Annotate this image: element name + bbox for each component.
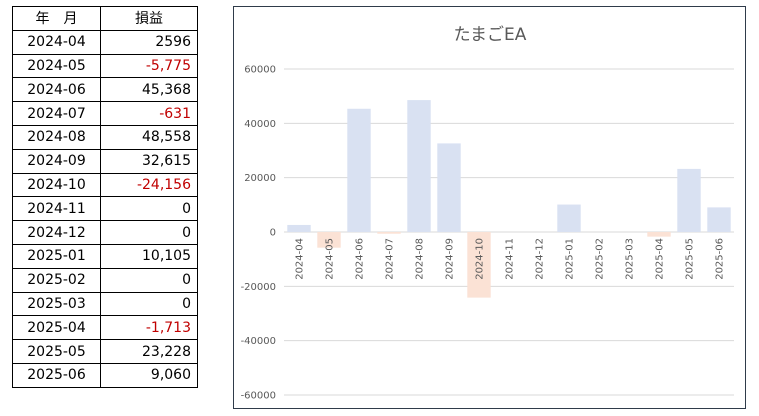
- bar-layer: [287, 100, 731, 298]
- month-cell[interactable]: 2025-06: [12, 362, 101, 388]
- table-row: 2024-09 32,615: [12, 148, 198, 174]
- month-cell[interactable]: 2024-07: [12, 101, 101, 126]
- bar[interactable]: [467, 232, 491, 298]
- header-month[interactable]: 年 月: [12, 6, 101, 31]
- pl-cell[interactable]: -5,775: [100, 53, 198, 79]
- table-row: 2025-02 0: [12, 267, 198, 293]
- y-tick-label: 60000: [244, 65, 276, 76]
- pl-cell[interactable]: 48,558: [100, 124, 198, 150]
- table-body: 2024-04 2596 2024-05 -5,775 2024-06 45,368 202…: [12, 29, 198, 388]
- table-row: 2025-04 -1,713: [12, 315, 198, 341]
- pl-cell[interactable]: -631: [100, 101, 198, 126]
- table-row: 2025-06 9,060: [12, 362, 198, 388]
- month-cell[interactable]: 2025-04: [12, 315, 101, 341]
- table-row: 2024-05 -5,775: [12, 53, 198, 79]
- pl-cell[interactable]: 10,105: [100, 243, 198, 269]
- y-tick-label: 20000: [244, 173, 276, 184]
- x-tick-label: 2025-04: [655, 238, 666, 280]
- pl-cell[interactable]: 0: [100, 267, 198, 293]
- month-cell[interactable]: 2024-04: [12, 29, 101, 55]
- table-row: 2025-03 0: [12, 291, 198, 317]
- table-header-row: 年 月 損益: [12, 6, 198, 31]
- pl-cell[interactable]: -1,713: [100, 315, 198, 341]
- bar[interactable]: [707, 207, 731, 232]
- x-tick-label: 2024-10: [475, 238, 486, 280]
- x-tick-label: 2024-06: [355, 238, 366, 280]
- bar[interactable]: [437, 143, 461, 232]
- pl-cell[interactable]: 2596: [100, 29, 198, 55]
- bar[interactable]: [317, 232, 341, 248]
- month-cell[interactable]: 2025-02: [12, 267, 101, 293]
- y-tick-label: -40000: [241, 336, 276, 347]
- x-axis: 2024-04 2024-05 2024-06 2024-07 2024-08 2024-…: [295, 238, 726, 280]
- x-tick-label: 2025-02: [595, 238, 606, 280]
- x-tick-label: 2024-08: [415, 238, 426, 280]
- bar[interactable]: [647, 232, 671, 237]
- x-tick-label: 2025-01: [565, 238, 576, 280]
- month-cell[interactable]: 2025-01: [12, 243, 101, 269]
- table-row: 2025-01 10,105: [12, 243, 198, 269]
- table-row: 2024-08 48,558: [12, 124, 198, 150]
- pl-cell[interactable]: 0: [100, 196, 198, 222]
- table-row: 2024-10 -24,156: [12, 172, 198, 198]
- x-tick-label: 2025-05: [685, 238, 696, 280]
- chart-title: たまごEA: [454, 25, 527, 45]
- bar[interactable]: [677, 168, 701, 232]
- y-tick-label: -20000: [241, 282, 276, 293]
- pl-cell[interactable]: 32,615: [100, 148, 198, 174]
- table-row: 2024-11 0: [12, 196, 198, 222]
- y-tick-label: -60000: [241, 391, 276, 402]
- table-row: 2024-12 0: [12, 220, 198, 245]
- x-tick-label: 2024-07: [385, 238, 396, 280]
- bar-chart: たまごEA 60000 40000 20000 0 -20000 -40000 -60000…: [241, 25, 734, 402]
- table-row: 2025-05 23,228: [12, 339, 198, 364]
- month-cell[interactable]: 2024-11: [12, 196, 101, 222]
- month-cell[interactable]: 2025-05: [12, 339, 101, 364]
- month-cell[interactable]: 2024-06: [12, 77, 101, 103]
- x-tick-label: 2025-06: [715, 238, 726, 280]
- table-row: 2024-06 45,368: [12, 77, 198, 103]
- x-tick-label: 2024-09: [445, 238, 456, 280]
- x-tick-label: 2024-11: [505, 238, 516, 280]
- chart-frame[interactable]: たまごEA 60000 40000 20000 0 -20000 -40000 -60000…: [233, 6, 746, 409]
- y-axis: 60000 40000 20000 0 -20000 -40000 -60000: [241, 65, 276, 402]
- month-cell[interactable]: 2024-10: [12, 172, 101, 198]
- bar[interactable]: [347, 108, 371, 232]
- bar[interactable]: [377, 232, 401, 234]
- x-tick-label: 2025-03: [625, 238, 636, 280]
- x-tick-label: 2024-12: [535, 238, 546, 280]
- x-tick-label: 2024-04: [295, 238, 306, 280]
- pl-cell[interactable]: 0: [100, 291, 198, 317]
- pl-cell[interactable]: 0: [100, 220, 198, 245]
- month-cell[interactable]: 2024-09: [12, 148, 101, 174]
- month-cell[interactable]: 2024-05: [12, 53, 101, 79]
- pl-cell[interactable]: -24,156: [100, 172, 198, 198]
- table-row: 2024-07 -631: [12, 101, 198, 126]
- x-tick-label: 2024-05: [325, 238, 336, 280]
- month-cell[interactable]: 2025-03: [12, 291, 101, 317]
- table-row: 2024-04 2596: [12, 29, 198, 55]
- header-pl[interactable]: 損益: [100, 6, 198, 31]
- y-tick-label: 0: [270, 228, 276, 239]
- bar[interactable]: [557, 204, 581, 232]
- month-cell[interactable]: 2024-12: [12, 220, 101, 245]
- bar[interactable]: [407, 100, 431, 232]
- month-cell[interactable]: 2024-08: [12, 124, 101, 150]
- pl-table: 年 月 損益 2024-04 2596 2024-05 -5,775 2024-06 45…: [12, 6, 198, 388]
- pl-cell[interactable]: 23,228: [100, 339, 198, 364]
- bar[interactable]: [287, 224, 311, 232]
- pl-cell[interactable]: 45,368: [100, 77, 198, 103]
- pl-cell[interactable]: 9,060: [100, 362, 198, 388]
- y-tick-label: 40000: [244, 119, 276, 130]
